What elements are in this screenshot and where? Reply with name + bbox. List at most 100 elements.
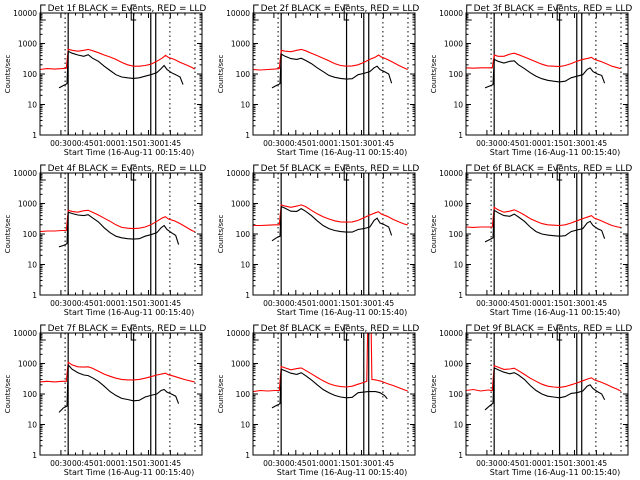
- x-tick-label: 01:00: [94, 299, 116, 308]
- x-tick-label: 01:30: [351, 139, 373, 148]
- y-tick-label: 100: [449, 390, 464, 399]
- y-tick-label: 10: [27, 101, 37, 110]
- panel-det-7: Det 7f BLACK = Events, RED = LLD Counts/s…: [4, 324, 206, 477]
- x-tick-label: 01:45: [160, 459, 182, 468]
- events-series-line: [58, 363, 180, 413]
- panel-det-6: Det 6f BLACK = Events, RED = LLD Counts/s…: [430, 164, 632, 317]
- y-tick-label: 10: [453, 421, 463, 430]
- x-tick-label: 01:45: [160, 299, 182, 308]
- x-axis-label: Start Time (16-Aug-11 00:15:40): [277, 148, 408, 157]
- y-tick-label: 1: [245, 291, 250, 300]
- events-series-line: [271, 368, 388, 409]
- y-tick-label: 10: [453, 101, 463, 110]
- y-tick-label: 100: [23, 390, 38, 399]
- y-tick-label: 100: [23, 230, 38, 239]
- y-tick-label: 10: [240, 261, 250, 270]
- y-tick-label: 1: [32, 451, 37, 460]
- y-tick-label: 1000: [18, 360, 37, 369]
- x-tick-label: 01:00: [307, 459, 329, 468]
- lld-series-line: [466, 206, 621, 228]
- y-tick-label: 10000: [439, 329, 463, 338]
- x-tick-label: 01:15: [116, 139, 138, 148]
- y-tick-label: 1: [245, 131, 250, 140]
- x-tick-label: 00:45: [72, 299, 94, 308]
- y-tick-label: 1: [458, 291, 463, 300]
- y-tick-label: 10: [453, 261, 463, 270]
- y-tick-label: 1000: [444, 40, 463, 49]
- lld-series-line: [253, 333, 408, 393]
- x-axis-label: Start Time (16-Aug-11 00:15:40): [490, 308, 621, 317]
- x-tick-label: 00:30: [50, 139, 72, 148]
- y-tick-label: 10000: [439, 169, 463, 178]
- x-tick-label: 00:30: [263, 459, 285, 468]
- x-tick-label: 01:30: [351, 299, 373, 308]
- x-tick-label: 00:45: [72, 139, 94, 148]
- x-tick-label: 01:45: [586, 459, 608, 468]
- panel-title: Det 1f BLACK = Events, RED = LLD: [48, 4, 207, 14]
- x-tick-label: 00:45: [72, 459, 94, 468]
- panel-det-4: Det 4f BLACK = Events, RED = LLD Counts/s…: [4, 164, 206, 317]
- x-tick-label: 01:00: [94, 459, 116, 468]
- x-tick-label: 01:15: [542, 139, 564, 148]
- x-tick-label: 00:45: [285, 139, 307, 148]
- y-axis-label: Counts/sec: [430, 55, 438, 94]
- panel-det-1: Det 1f BLACK = Events, RED = LLD Counts/s…: [4, 4, 206, 157]
- x-tick-label: 01:00: [520, 139, 542, 148]
- plot-frame: [39, 172, 203, 296]
- y-tick-label: 1000: [231, 200, 250, 209]
- events-series-line: [58, 50, 184, 89]
- x-tick-label: 00:30: [476, 139, 498, 148]
- panel-title: Det 4f BLACK = Events, RED = LLD: [48, 164, 207, 174]
- panel-det-9: Det 9f BLACK = Events, RED = LLD Counts/s…: [430, 324, 632, 477]
- x-tick-label: 01:30: [564, 299, 586, 308]
- plot-frame: [465, 172, 629, 296]
- panel-det-3: Det 3f BLACK = Events, RED = LLD Counts/s…: [430, 4, 632, 157]
- panel-title: Det 5f BLACK = Events, RED = LLD: [261, 164, 420, 174]
- x-tick-label: 01:45: [586, 139, 608, 148]
- x-axis-label: Start Time (16-Aug-11 00:15:40): [64, 308, 195, 317]
- x-tick-label: 01:45: [586, 299, 608, 308]
- y-axis-label: Counts/sec: [217, 375, 225, 414]
- x-tick-label: 01:45: [373, 299, 395, 308]
- x-tick-label: 00:45: [498, 139, 520, 148]
- x-tick-label: 01:15: [542, 459, 564, 468]
- x-axis-label: Start Time (16-Aug-11 00:15:40): [490, 468, 621, 477]
- x-tick-label: 01:15: [542, 299, 564, 308]
- lld-series-line: [40, 48, 195, 71]
- y-tick-label: 1: [245, 451, 250, 460]
- y-tick-label: 10: [27, 261, 37, 270]
- lld-series-line: [253, 204, 408, 227]
- x-axis-label: Start Time (16-Aug-11 00:15:40): [64, 148, 195, 157]
- y-tick-label: 10000: [13, 9, 37, 18]
- panel-title: Det 3f BLACK = Events, RED = LLD: [474, 4, 633, 14]
- x-tick-label: 01:45: [160, 139, 182, 148]
- x-tick-label: 01:00: [307, 299, 329, 308]
- x-tick-label: 01:00: [520, 459, 542, 468]
- x-tick-label: 01:30: [564, 139, 586, 148]
- y-tick-label: 1000: [444, 360, 463, 369]
- y-tick-label: 1000: [18, 200, 37, 209]
- x-axis-label: Start Time (16-Aug-11 00:15:40): [490, 148, 621, 157]
- events-series-line: [58, 211, 180, 248]
- y-axis-label: Counts/sec: [4, 375, 12, 414]
- x-tick-label: 01:00: [94, 139, 116, 148]
- x-tick-label: 01:15: [329, 139, 351, 148]
- panel-det-2: Det 2f BLACK = Events, RED = LLD Counts/s…: [217, 4, 419, 157]
- panel-title: Det 7f BLACK = Events, RED = LLD: [48, 324, 207, 334]
- x-tick-label: 00:30: [263, 299, 285, 308]
- y-axis-label: Counts/sec: [4, 215, 12, 254]
- plot-frame: [252, 332, 416, 456]
- y-axis-label: Counts/sec: [217, 215, 225, 254]
- y-tick-label: 100: [236, 70, 251, 79]
- x-tick-label: 01:15: [329, 299, 351, 308]
- x-tick-label: 00:45: [498, 299, 520, 308]
- y-tick-label: 1: [32, 131, 37, 140]
- plot-frame: [39, 332, 203, 456]
- x-tick-label: 01:00: [307, 139, 329, 148]
- plot-frame: [252, 12, 416, 136]
- lld-series-line: [40, 361, 195, 383]
- x-tick-label: 00:30: [263, 139, 285, 148]
- x-tick-label: 01:15: [116, 299, 138, 308]
- events-series-line: [271, 205, 393, 242]
- y-tick-label: 100: [23, 70, 38, 79]
